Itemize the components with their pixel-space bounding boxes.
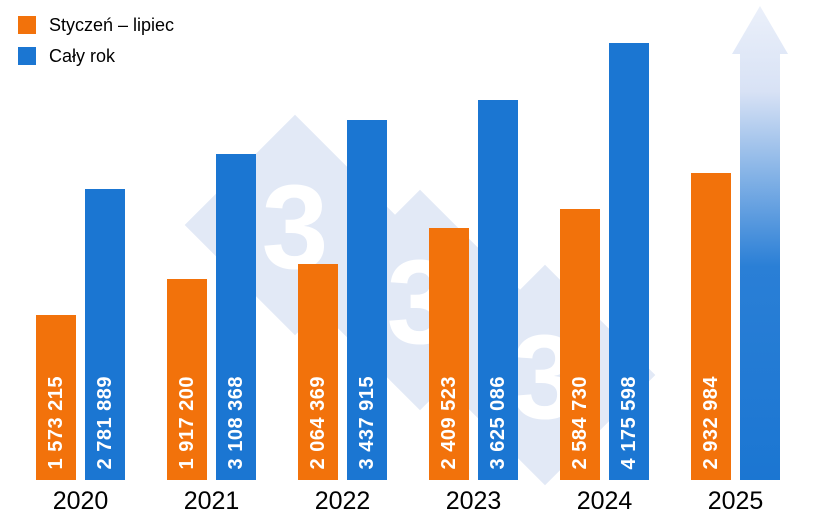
legend-item-caly-rok: Cały rok (18, 47, 174, 65)
x-axis-label-2021: 2021 (183, 487, 240, 515)
x-axis-label-2022: 2022 (314, 487, 371, 515)
x-axis: 2020 2021 2022 2023 2024 2025 (0, 487, 820, 521)
bar-value-label-styczen-lipiec-2025: 2 932 984 (699, 375, 722, 469)
plot-area: 1 573 215 2 781 889 1 917 200 3 108 368 2 06… (0, 6, 820, 480)
bar-caly-rok-2020: 2 781 889 (85, 189, 125, 480)
bar-value-label-styczen-lipiec-2020: 1 573 215 (44, 375, 67, 469)
legend: Styczeń – lipiec Cały rok (18, 16, 174, 65)
legend-swatch-blue (18, 47, 36, 65)
x-axis-label-2023: 2023 (445, 487, 502, 515)
bar-value-label-caly-rok-2022: 3 437 915 (355, 375, 378, 469)
bar-value-label-caly-rok-2024: 4 175 598 (617, 375, 640, 469)
bar-value-label-caly-rok-2023: 3 625 086 (486, 375, 509, 469)
legend-label-styczen-lipiec: Styczeń – lipiec (49, 15, 175, 35)
bar-caly-rok-2022: 3 437 915 (347, 120, 387, 480)
legend-item-styczen-lipiec: Styczeń – lipiec (18, 16, 174, 34)
bar-value-label-styczen-lipiec-2024: 2 584 730 (568, 375, 591, 469)
bar-value-label-caly-rok-2020: 2 781 889 (93, 375, 116, 469)
legend-label-caly-rok: Cały rok (49, 46, 116, 66)
bar-styczen-lipiec-2023: 2 409 523 (429, 228, 469, 480)
bar-caly-rok-2024: 4 175 598 (609, 43, 649, 480)
legend-swatch-orange (18, 16, 36, 34)
bar-value-label-styczen-lipiec-2022: 2 064 369 (306, 375, 329, 469)
x-axis-label-2024: 2024 (576, 487, 633, 515)
bar-styczen-lipiec-2020: 1 573 215 (36, 315, 76, 480)
x-axis-label-2025: 2025 (707, 487, 764, 515)
bar-value-label-styczen-lipiec-2023: 2 409 523 (437, 375, 460, 469)
bar-styczen-lipiec-2021: 1 917 200 (167, 279, 207, 480)
bar-value-label-styczen-lipiec-2021: 1 917 200 (175, 375, 198, 469)
bar-caly-rok-2023: 3 625 086 (478, 100, 518, 480)
bar-styczen-lipiec-2024: 2 584 730 (560, 209, 600, 480)
x-axis-label-2020: 2020 (52, 487, 109, 515)
bar-caly-rok-2021: 3 108 368 (216, 154, 256, 480)
bar-value-label-caly-rok-2021: 3 108 368 (224, 375, 247, 469)
projection-arrow-2025 (732, 6, 788, 480)
bar-styczen-lipiec-2022: 2 064 369 (298, 264, 338, 480)
bar-styczen-lipiec-2025: 2 932 984 (691, 173, 731, 480)
